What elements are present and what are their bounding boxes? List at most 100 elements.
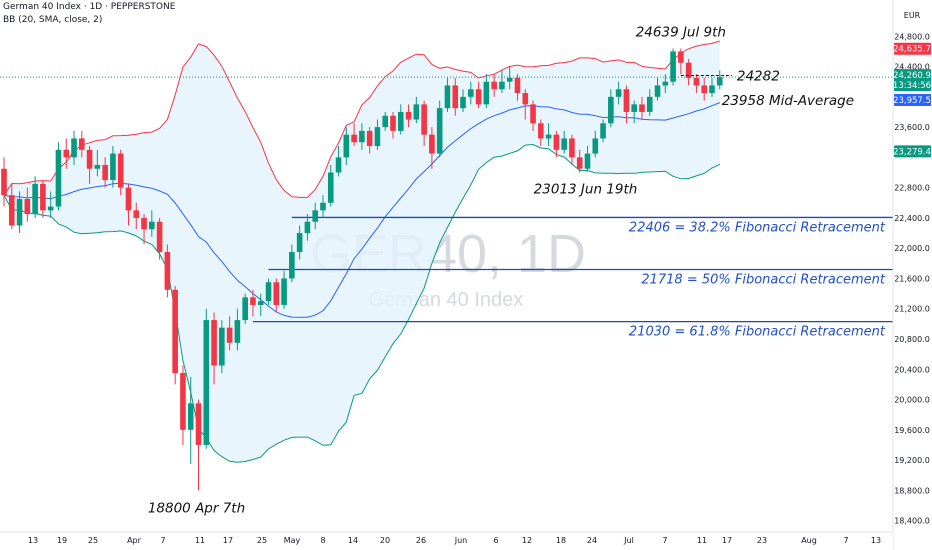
y-tick-label: 20,000.0 [894,396,930,405]
x-tick-label: 7 [843,536,848,545]
y-tick-label: 24,400.0 [894,63,930,72]
candle-body [141,217,147,230]
candle [343,127,350,165]
candle [304,214,311,241]
candle-body [327,172,334,203]
x-tick-label: 24 [587,536,597,545]
annotation-2: 23958 Mid-Average [722,93,854,109]
x-tick-label: 23 [757,536,767,545]
candle [117,149,124,196]
candle-body [646,96,653,112]
indicator-legend[interactable]: BB (20, SMA, close, 2) [3,15,103,25]
candle-body [156,221,163,252]
candle-body [654,85,661,97]
candle [499,70,505,94]
y-tick-label: 18,400.0 [894,517,930,526]
candle [296,225,303,260]
candle [421,100,427,147]
candle-body [187,403,194,430]
candle-body [1,168,7,196]
candle-body [366,130,373,147]
candle [71,130,77,165]
candle [102,157,108,188]
candle [405,104,412,128]
candle [460,89,466,112]
candle-body [40,183,46,211]
candle-body [32,183,38,215]
candle-body [639,104,645,112]
candle [646,89,653,116]
candle [429,127,435,169]
candle-body [693,77,700,86]
candle-body [576,157,583,169]
candle [654,77,661,101]
annotation-4: 18800 Apr 7th [148,500,245,516]
x-tick-label: 11 [697,536,707,545]
annotation-3: 23013 Jun 19th [534,182,638,198]
candle [172,286,178,385]
candle [32,176,38,218]
x-tick-label: 11 [195,536,205,545]
price-axis[interactable] [893,0,932,550]
candle-body [662,81,669,86]
time-axis[interactable] [0,532,893,550]
candle-body [592,138,599,154]
candle-body [530,104,536,124]
candle-body [16,198,23,226]
candle [24,187,31,222]
candle [662,74,669,94]
price-tag-label-0: 24,635.7 [893,45,931,55]
candle-body [514,77,521,94]
candle-body [86,149,93,169]
y-tick-label: 23,600.0 [894,123,930,132]
candle-body [195,403,202,445]
candle [211,312,217,385]
candle [693,74,700,94]
candle-body [273,282,280,305]
x-tick-label: 13 [871,536,881,545]
candle [374,119,381,150]
candle [265,278,272,305]
candle [475,81,482,109]
candle [561,130,567,154]
price-tag-2 [894,94,931,107]
x-tick-label: 19 [57,536,67,545]
x-tick-label: Jun [454,536,468,545]
candle [685,58,692,86]
y-tick-label: 21,200.0 [894,305,930,314]
candle [320,195,326,218]
candle [156,217,163,260]
candle [63,138,70,169]
candle-body [242,297,248,321]
candle [226,316,233,351]
candle-body [553,134,560,150]
candle [94,149,101,177]
candle [195,399,202,491]
candle-body [421,104,427,135]
candle [569,134,575,165]
candle-body [460,96,466,109]
candle [125,183,132,226]
candle-body [211,320,217,366]
candle [615,81,622,105]
candle-body [475,89,482,105]
candle-body [608,96,614,124]
candle-body [110,153,116,181]
candle-body [265,282,272,302]
candle [452,77,459,116]
candle [133,202,140,230]
candle [335,146,342,177]
candle [281,270,287,309]
candle-body [538,123,544,139]
x-tick-label: 25 [257,536,267,545]
candle [359,123,365,150]
candle-body [390,115,396,131]
currency-label[interactable]: EUR [904,11,921,20]
candle [79,130,85,158]
candle-body [491,81,497,90]
candle-body [429,134,435,154]
candle-body [343,134,350,158]
candle [522,89,529,120]
annotation-1: 24282 [737,68,780,84]
